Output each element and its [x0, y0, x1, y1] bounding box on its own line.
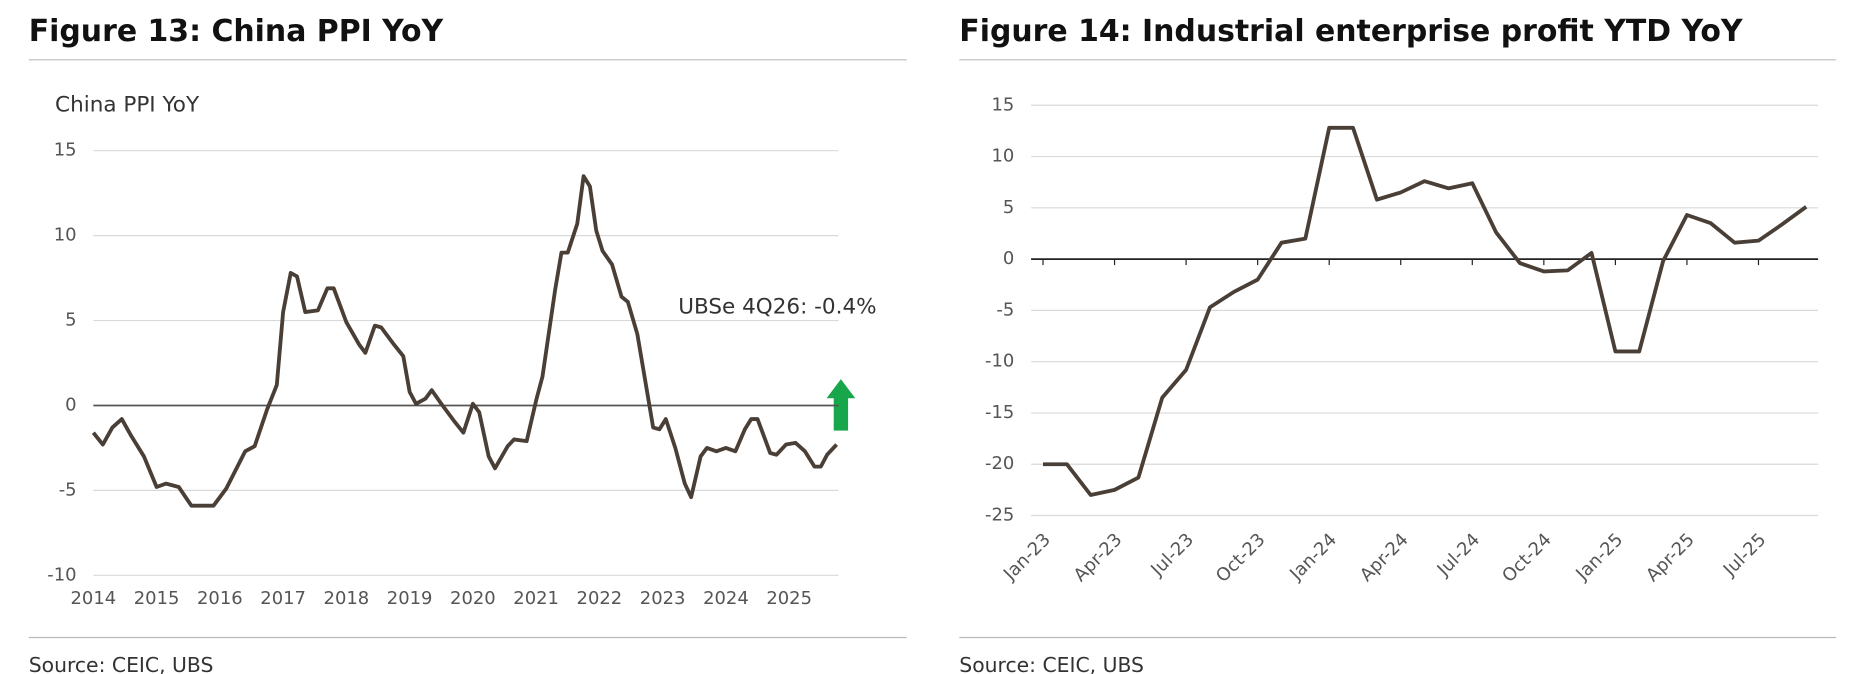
x-tick-label: Jul-24 — [1433, 529, 1485, 581]
y-tick-label: -5 — [59, 479, 77, 500]
y-tick-label: 0 — [65, 394, 76, 415]
x-tick-label: Jul-25 — [1719, 529, 1771, 581]
y-tick-label: -20 — [985, 453, 1014, 474]
source: Source: CEIC, UBS — [29, 653, 214, 674]
line-series — [1043, 125, 1808, 497]
x-tick-label: Oct-24 — [1498, 529, 1555, 586]
source: Source: CEIC, UBS — [959, 653, 1144, 674]
x-tick-label: 2024 — [703, 588, 749, 609]
y-tick-label: 5 — [65, 310, 76, 331]
x-tick-label: 2022 — [577, 588, 623, 609]
annotation: UBSe 4Q26: -0.4% — [678, 294, 876, 319]
x-tick-label: 2015 — [134, 588, 180, 609]
y-tick-label: 0 — [1003, 248, 1014, 269]
y-tick-label: -15 — [985, 402, 1014, 423]
x-tick-label: 2017 — [260, 588, 306, 609]
x-tick-label: Apr-25 — [1642, 529, 1699, 586]
x-tick-label: Jan-25 — [1571, 529, 1627, 585]
y-tick-label: 10 — [992, 146, 1015, 167]
y-tick-label: 15 — [54, 140, 77, 161]
x-tick-label: Apr-23 — [1070, 529, 1127, 586]
y-tick-label: -5 — [996, 299, 1014, 320]
x-tick-label: 2018 — [324, 588, 370, 609]
y-tick-label: -10 — [985, 351, 1014, 372]
x-tick-label: 2023 — [640, 588, 686, 609]
figure-title: Figure 14: Industrial enterprise profit … — [959, 14, 1743, 49]
x-tick-label: Oct-23 — [1212, 529, 1269, 586]
chart-subtitle: China PPI YoY — [55, 92, 200, 117]
x-tick-label: Jan-23 — [999, 529, 1055, 585]
x-tick-label: 2021 — [513, 588, 559, 609]
x-tick-label: Apr-24 — [1356, 529, 1413, 586]
x-tick-label: 2019 — [387, 588, 433, 609]
x-tick-label: 2025 — [766, 588, 812, 609]
x-tick-label: 2016 — [197, 588, 243, 609]
line-series — [91, 174, 839, 508]
y-tick-label: -25 — [985, 505, 1014, 526]
y-tick-label: 5 — [1003, 197, 1014, 218]
x-tick-label: 2014 — [71, 588, 117, 609]
figure-title: Figure 13: China PPI YoY — [29, 14, 444, 49]
y-tick-label: 10 — [54, 225, 77, 246]
y-tick-label: 15 — [992, 94, 1015, 115]
x-tick-label: Jul-23 — [1146, 529, 1198, 581]
y-tick-label: -10 — [47, 564, 76, 585]
x-tick-label: 2020 — [450, 588, 496, 609]
x-tick-label: Jan-24 — [1285, 529, 1341, 585]
